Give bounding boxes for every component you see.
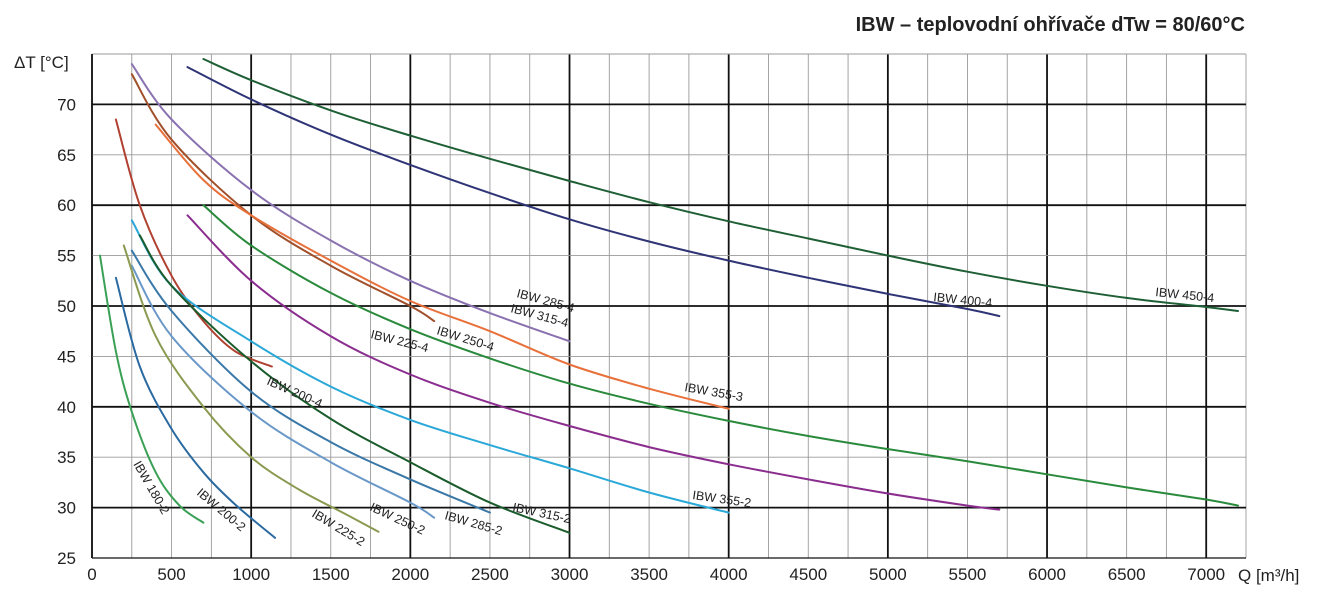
y-tick-label: 50 — [57, 297, 76, 316]
x-axis-label: Q [m³/h] — [1238, 566, 1299, 585]
series-group — [99, 58, 1239, 539]
x-tick-label: 6000 — [1028, 565, 1066, 584]
series-line — [154, 123, 730, 410]
y-tick-label: 45 — [57, 347, 76, 366]
series-line — [130, 73, 436, 323]
x-tick-label: 5500 — [949, 565, 987, 584]
series-line — [114, 118, 273, 368]
chart-title: IBW – teplovodní ohřívače dTw = 80/60°C — [855, 14, 1245, 36]
y-tick-label: 55 — [57, 247, 76, 266]
y-tick-label: 65 — [57, 146, 76, 165]
series-line — [202, 58, 1239, 312]
series-line — [122, 244, 380, 533]
x-tick-label: 2500 — [471, 565, 509, 584]
grid-group — [91, 53, 1247, 559]
y-tick-label: 60 — [57, 196, 76, 215]
x-tick-label: 3000 — [551, 565, 589, 584]
axes-group: 0 500 1000 1500 2000 2500 3000 3500 4000 4500 5000… — [57, 54, 1246, 584]
x-tick-label: 7000 — [1187, 565, 1225, 584]
series-line — [138, 234, 571, 534]
series-line — [186, 214, 1001, 511]
y-tick-label: 70 — [57, 95, 76, 114]
series-label: IBW 450-4 — [1155, 285, 1215, 305]
x-tick-label: 500 — [157, 565, 185, 584]
x-tick-label: 5000 — [869, 565, 907, 584]
x-tick-label: 1500 — [312, 565, 350, 584]
x-tick-label: 2000 — [391, 565, 429, 584]
series-label: IBW 225-4 — [369, 327, 430, 355]
series-label: IBW 285-2 — [443, 508, 504, 538]
y-axis-label: ΔT [°C] — [14, 53, 69, 72]
y-tick-label: 25 — [57, 549, 76, 568]
y-tick-label: 40 — [57, 398, 76, 417]
series-line — [186, 66, 1001, 318]
series-label: IBW 250-2 — [368, 500, 427, 538]
series-line — [202, 204, 1239, 507]
x-tick-label: 6500 — [1108, 565, 1146, 584]
series-line — [130, 63, 571, 343]
series-line — [130, 249, 491, 514]
series-label: IBW 225-2 — [309, 507, 367, 549]
series-line — [99, 254, 205, 524]
y-tick-label: 30 — [57, 499, 76, 518]
series-label: IBW 400-4 — [933, 290, 993, 310]
x-tick-label: 0 — [87, 565, 96, 584]
series-line — [130, 264, 436, 519]
x-tick-label: 3500 — [630, 565, 668, 584]
y-tick-label: 35 — [57, 448, 76, 467]
x-tick-label: 4500 — [789, 565, 827, 584]
series-line — [114, 276, 276, 539]
series-line — [130, 219, 730, 514]
x-tick-label: 1000 — [232, 565, 270, 584]
x-tick-label: 4000 — [710, 565, 748, 584]
